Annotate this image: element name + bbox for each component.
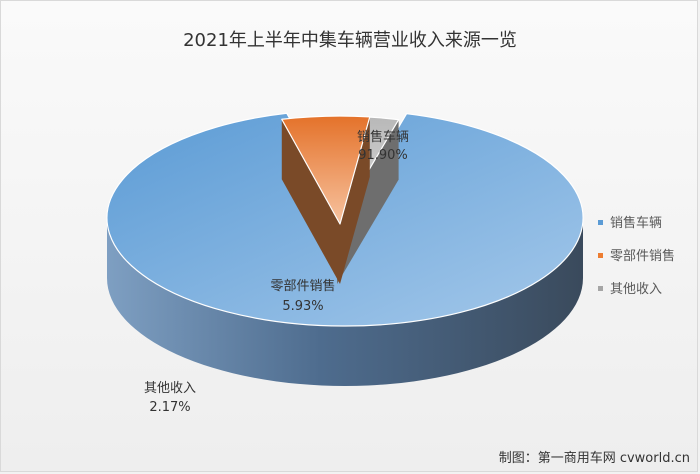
data-label-value-2: 2.17% xyxy=(149,400,190,415)
legend-item-1: 零部件销售 xyxy=(598,248,675,264)
legend-marker-0 xyxy=(598,220,603,225)
legend-item-0: 销售车辆 xyxy=(598,215,662,231)
legend-label-2: 其他收入 xyxy=(610,282,662,297)
data-label-1: 零部件销售 5.93% xyxy=(270,278,335,314)
slice-face-1-a xyxy=(281,119,340,284)
data-label-value-1: 5.93% xyxy=(282,299,323,314)
chart-title: 2021年上半年中集车辆营业收入来源一览 xyxy=(183,30,517,51)
slice-wall-0-0 xyxy=(107,218,583,386)
data-label-value-0: 91.90% xyxy=(358,148,408,163)
legend-marker-2 xyxy=(598,286,603,291)
data-label-name-1: 零部件销售 xyxy=(270,278,335,294)
legend-marker-1 xyxy=(598,253,603,258)
data-label-2: 其他收入 2.17% xyxy=(144,381,196,415)
pie-slices xyxy=(106,112,584,386)
data-label-name-2: 其他收入 xyxy=(144,381,196,396)
slice-1 xyxy=(281,115,371,284)
legend-label-0: 销售车辆 xyxy=(610,215,662,231)
legend: 销售车辆 零部件销售 其他收入 xyxy=(598,215,675,297)
slice-face-1-b xyxy=(340,116,370,284)
data-label-name-0: 销售车辆 xyxy=(357,129,409,145)
legend-label-1: 零部件销售 xyxy=(610,248,675,264)
source-credit: 制图：第一商用车网 cvworld.cn xyxy=(499,450,690,466)
data-label-0: 销售车辆 91.90% xyxy=(357,129,409,163)
data-labels: 销售车辆 91.90% 零部件销售 5.93% 其他收入 2.17% xyxy=(144,129,409,415)
legend-item-2: 其他收入 xyxy=(598,282,662,297)
slice-face-2-b xyxy=(337,119,399,284)
slice-top-1 xyxy=(281,115,371,225)
